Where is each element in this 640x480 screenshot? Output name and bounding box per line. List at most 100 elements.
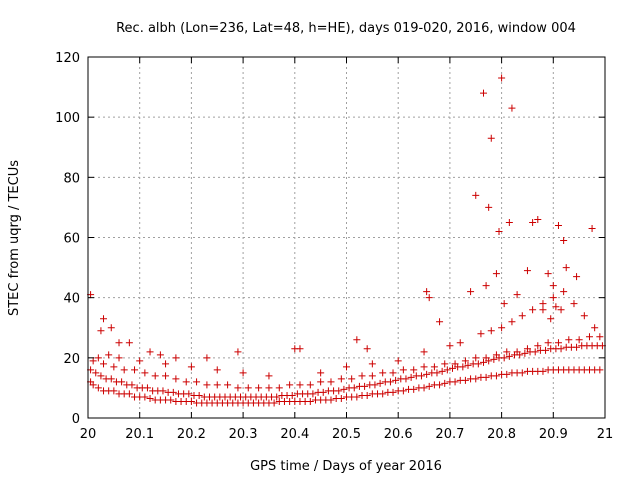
data-point [573,273,581,281]
data-point [410,385,418,393]
data-point [110,387,118,395]
data-point [167,396,175,404]
data-point [518,312,526,320]
data-point [492,351,500,359]
data-point [92,369,100,377]
data-point [492,372,500,380]
data-point [361,382,369,390]
data-point [420,348,428,356]
data-point [169,388,177,396]
data-point [162,372,170,380]
data-point [425,294,433,302]
data-point [363,345,371,353]
x-tick-label: 20.4 [280,427,309,442]
data-point [337,394,345,402]
x-tick-label: 20.2 [177,427,206,442]
data-point [309,390,317,398]
data-point [159,387,167,395]
data-point [193,378,201,386]
data-point [234,348,242,356]
data-point [441,379,449,387]
data-point [128,381,136,389]
data-point [234,384,242,392]
data-point [100,360,108,368]
data-point [480,358,488,366]
data-point [120,366,128,374]
data-point [482,373,490,381]
data-point [386,378,394,386]
data-point [570,300,578,308]
data-point [286,381,294,389]
data-point [110,363,118,371]
data-point [485,203,493,211]
data-point [97,372,105,380]
data-point [213,366,221,374]
data-point [306,397,314,405]
data-point [591,324,599,332]
data-point [529,306,537,314]
data-point [203,381,211,389]
data-point [399,366,407,374]
data-point [505,352,513,360]
data-point [596,333,604,341]
data-point [436,318,444,326]
data-point [539,367,547,375]
data-point [531,348,539,356]
data-point [500,354,508,362]
data-point [523,267,531,275]
data-point [335,387,343,395]
data-point [472,354,480,362]
data-point [107,324,115,332]
data-point [379,369,387,377]
data-point [89,381,97,389]
data-point [534,215,542,223]
x-tick-label: 20.5 [332,427,361,442]
data-point [461,357,469,365]
data-point [239,369,247,377]
data-point [94,384,102,392]
data-point [544,270,552,278]
data-point [549,282,557,290]
data-point [368,360,376,368]
data-point [544,339,552,347]
data-point [529,218,537,226]
data-point [162,360,170,368]
data-point [487,327,495,335]
y-tick-label: 100 [55,111,80,126]
y-tick-label: 60 [63,232,80,247]
data-point [573,343,581,351]
data-point [585,333,593,341]
data-point [420,384,428,392]
data-point [505,218,513,226]
x-tick-labels: 20 20.1 20.2 20.3 20.4 20.5 20.6 20.7 20.8 20.9 21 [80,427,614,442]
data-point [443,366,451,374]
data-point [492,270,500,278]
data-point [513,348,521,356]
data-point [518,369,526,377]
data-point [542,346,550,354]
data-point [185,390,193,398]
data-point [172,354,180,362]
y-axis-label: STEC from uqrg / TECUs [7,160,22,316]
data-point [446,342,454,350]
data-point [115,339,123,347]
x-tick-label: 20.8 [487,427,516,442]
y-tick-labels: 0 20 40 60 80 100 120 [55,51,80,427]
data-point [353,336,361,344]
data-point [417,372,425,380]
chart-title: Rec. albh (Lon=236, Lat=48, h=HE), days … [116,21,576,36]
data-point [136,357,144,365]
data-point [480,89,488,97]
data-point [317,369,325,377]
data-point [379,390,387,398]
data-point [317,378,325,386]
data-point [467,288,475,296]
data-point [203,354,211,362]
data-point [521,349,529,357]
data-point [141,369,149,377]
data-point [288,391,296,399]
data-point [368,372,376,380]
data-point [482,354,490,362]
data-point [224,381,232,389]
